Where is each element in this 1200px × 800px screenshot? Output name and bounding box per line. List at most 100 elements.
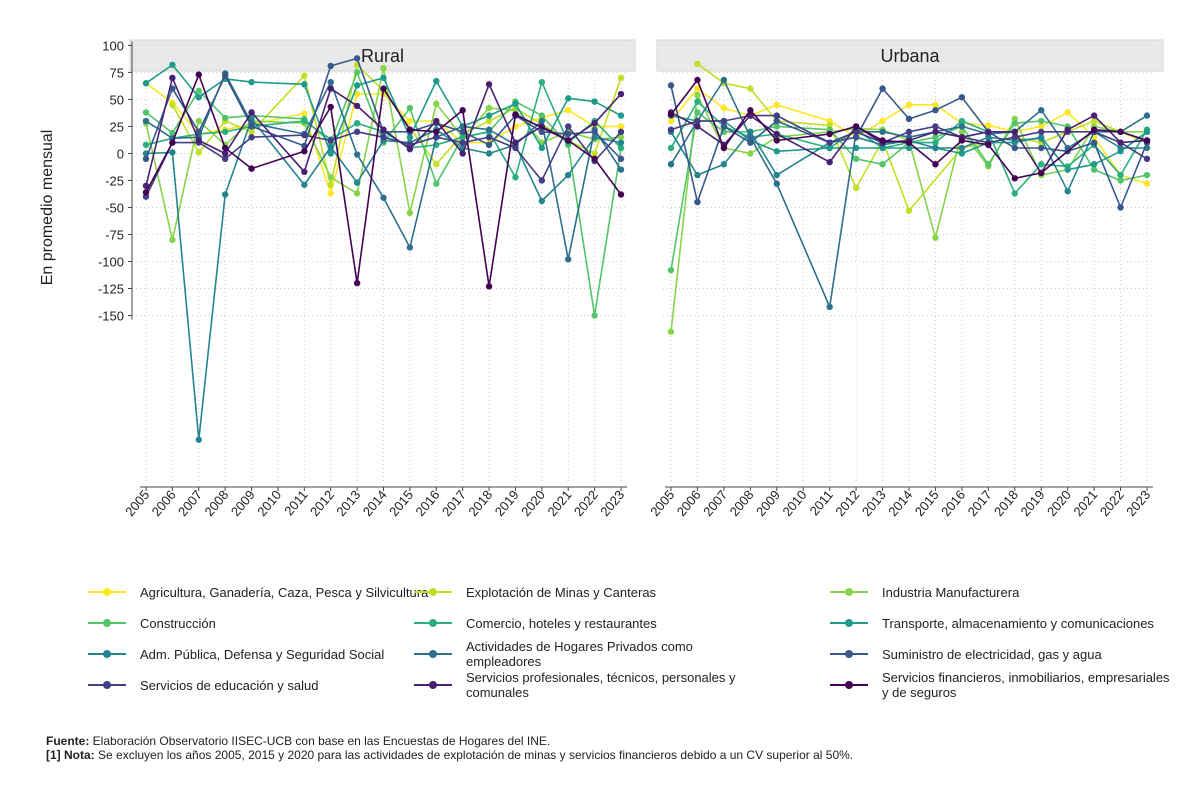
data-point	[1038, 161, 1045, 168]
data-point	[353, 102, 361, 110]
x-tick-label: 2005	[122, 487, 152, 519]
legend-label: Industria Manufacturera	[882, 584, 1020, 600]
data-point	[720, 144, 728, 152]
panel-urbana: Urbana2005200620072008200920102011201220…	[647, 39, 1164, 519]
x-tick-label: 2012	[832, 487, 862, 519]
data-point	[353, 128, 361, 136]
data-point	[459, 150, 466, 157]
data-point	[617, 144, 625, 152]
data-point	[852, 155, 860, 163]
note-label: [1] Nota:	[46, 748, 95, 762]
data-point	[301, 181, 308, 188]
data-point	[301, 131, 308, 139]
data-point	[747, 112, 754, 119]
data-point	[826, 158, 833, 166]
data-point	[301, 72, 308, 79]
x-tick-label: 2016	[938, 487, 968, 519]
data-point	[773, 148, 780, 155]
data-point	[985, 141, 992, 149]
data-point	[932, 101, 939, 109]
data-point	[879, 117, 886, 125]
data-point	[142, 141, 150, 149]
legend-item: Comercio, hoteles y restaurantes	[414, 608, 657, 638]
data-point	[985, 128, 992, 136]
data-point	[694, 109, 701, 116]
data-point	[538, 144, 546, 152]
data-point	[591, 312, 598, 319]
x-tick-label: 2006	[149, 487, 179, 519]
legend-label: Construcción	[140, 615, 216, 631]
data-point	[667, 117, 675, 125]
x-tick-label: 2006	[674, 487, 704, 519]
x-tick-label: 2022	[571, 487, 601, 519]
data-point	[459, 128, 466, 136]
data-point	[565, 137, 572, 144]
data-point	[1117, 139, 1124, 146]
data-point	[905, 115, 913, 123]
data-point	[1117, 204, 1124, 211]
data-point	[485, 112, 493, 119]
data-point	[380, 194, 387, 201]
data-point	[826, 139, 833, 146]
legend-item: Construcción	[88, 608, 216, 638]
legend-marker	[103, 681, 111, 689]
data-point	[565, 123, 572, 130]
legend-marker	[103, 650, 111, 658]
data-point	[694, 171, 701, 179]
legend-label: Suministro de electricidad, gas y agua	[882, 646, 1102, 662]
legend-label: Transporte, almacenamiento y comunicacio…	[882, 615, 1154, 631]
series-line	[145, 64, 622, 155]
data-point	[932, 123, 939, 130]
data-point	[985, 122, 992, 129]
data-point	[1090, 112, 1098, 119]
data-point	[512, 174, 519, 181]
x-tick-label: 2008	[201, 487, 231, 519]
data-point	[485, 141, 493, 149]
series-line	[670, 100, 1148, 195]
y-tick-label: -75	[105, 227, 124, 242]
data-point	[565, 171, 572, 179]
data-point	[773, 180, 780, 187]
data-point	[433, 128, 440, 136]
data-point	[591, 150, 598, 157]
x-tick-label: 2020	[1044, 487, 1074, 519]
data-point	[905, 101, 913, 109]
data-point	[720, 123, 728, 130]
data-point	[538, 78, 546, 86]
data-point	[169, 101, 176, 109]
x-tick-label: 2007	[175, 487, 205, 519]
note-text: Se excluyen los años 2005, 2015 y 2020 p…	[94, 748, 854, 762]
data-point	[142, 117, 150, 125]
data-point	[1038, 107, 1045, 114]
data-point	[169, 129, 176, 137]
x-tick-label: 2020	[518, 487, 548, 519]
data-point	[353, 90, 361, 98]
panel-title: Urbana	[880, 46, 940, 66]
data-point	[879, 128, 886, 136]
legend-marker	[429, 650, 437, 658]
legend-swatch	[88, 681, 126, 689]
y-tick-label: -150	[98, 309, 124, 324]
legend-marker	[845, 588, 853, 596]
data-point	[221, 144, 229, 152]
series-line	[145, 125, 622, 198]
legend-swatch	[830, 588, 868, 596]
data-point	[773, 101, 780, 109]
data-point	[327, 78, 334, 86]
x-tick-label: 2011	[806, 487, 835, 518]
data-point	[406, 117, 414, 125]
data-point	[380, 126, 387, 133]
data-point	[485, 134, 493, 141]
data-point	[327, 137, 334, 144]
data-point	[591, 119, 598, 127]
data-point	[958, 150, 966, 157]
data-point	[905, 128, 913, 136]
data-point	[932, 234, 939, 241]
data-point	[327, 150, 334, 157]
data-point	[195, 71, 202, 78]
x-tick-label: 2021	[1070, 487, 1100, 519]
data-point	[538, 117, 546, 125]
x-tick-label: 2009	[228, 487, 258, 519]
series-line	[145, 118, 622, 441]
y-tick-label: -100	[98, 255, 124, 270]
